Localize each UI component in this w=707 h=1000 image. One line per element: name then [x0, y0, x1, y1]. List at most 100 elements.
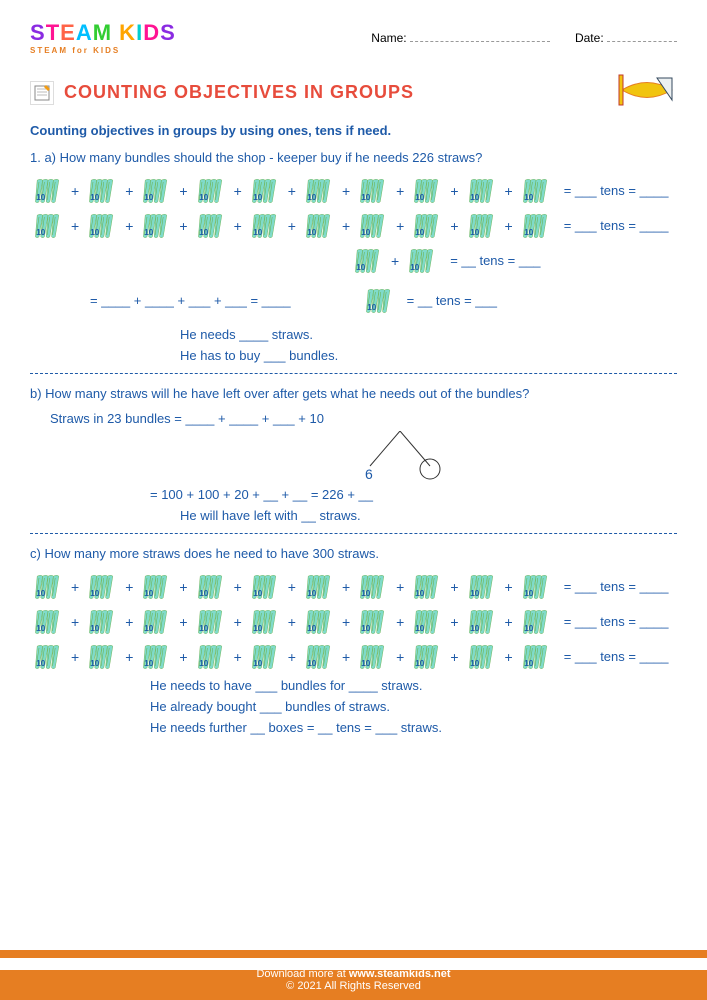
svg-text:10: 10 — [253, 193, 262, 202]
plus-sign: + — [71, 218, 79, 234]
plus-sign: + — [125, 579, 133, 595]
plus-sign: + — [450, 579, 458, 595]
straw-bundle-icon: 10 — [193, 572, 229, 602]
svg-text:10: 10 — [253, 624, 262, 633]
straw-bundle-icon: 10 — [361, 286, 397, 316]
plus-sign: + — [505, 218, 513, 234]
date-input[interactable] — [607, 41, 677, 42]
row-tail: = ___ tens = ____ — [564, 614, 669, 629]
straw-bundle-icon: 10 — [193, 176, 229, 206]
subtitle: Counting objectives in groups by using o… — [30, 123, 677, 138]
straw-bundle-icon: 10 — [464, 607, 500, 637]
footer-link[interactable]: www.steamkids.net — [349, 968, 451, 980]
svg-text:10: 10 — [36, 589, 45, 598]
plus-sign: + — [450, 218, 458, 234]
svg-text:10: 10 — [36, 228, 45, 237]
svg-text:10: 10 — [410, 263, 419, 272]
straw-bundle-icon: 10 — [355, 176, 391, 206]
svg-text:10: 10 — [416, 193, 425, 202]
svg-text:10: 10 — [470, 589, 479, 598]
plus-sign: + — [71, 649, 79, 665]
straw-bundle-icon: 10 — [518, 176, 554, 206]
straw-bundle-icon: 10 — [404, 246, 440, 276]
footer-text: Download more at — [256, 968, 348, 980]
svg-text:10: 10 — [145, 228, 154, 237]
qc-bought: He already bought ___ bundles of straws. — [150, 699, 677, 714]
svg-text:10: 10 — [145, 624, 154, 633]
straw-bundle-icon: 10 — [30, 642, 66, 672]
qa-two-tail: = __ tens = ___ — [450, 253, 540, 268]
header: STEAM KIDS STEAM for KIDS Name: Date: — [30, 20, 677, 55]
plus-sign: + — [234, 614, 242, 630]
straw-bundle-icon: 10 — [464, 572, 500, 602]
svg-text:10: 10 — [145, 589, 154, 598]
svg-text:10: 10 — [416, 589, 425, 598]
plus-sign: + — [179, 183, 187, 199]
straw-bundle-icon: 10 — [138, 211, 174, 241]
plus-sign: + — [505, 183, 513, 199]
plus-sign: + — [234, 649, 242, 665]
straw-row: 10 + 10 + 10 + 10 + — [30, 572, 677, 602]
qa-eq: = ____ + ____ + ___ + ___ = ____ — [90, 293, 291, 308]
straw-bundle-icon: 10 — [409, 176, 445, 206]
straw-bundle-icon: 10 — [409, 572, 445, 602]
plus-sign: + — [234, 579, 242, 595]
straw-bundle-icon: 10 — [84, 607, 120, 637]
svg-text:10: 10 — [199, 659, 208, 668]
straw-bundle-icon: 10 — [301, 607, 337, 637]
svg-text:10: 10 — [307, 659, 316, 668]
plus-sign: + — [505, 614, 513, 630]
question-b: b) How many straws will he have left ove… — [30, 384, 677, 404]
svg-text:10: 10 — [356, 263, 365, 272]
name-input[interactable] — [410, 41, 550, 42]
svg-text:10: 10 — [145, 193, 154, 202]
svg-text:10: 10 — [199, 193, 208, 202]
straw-bundle-icon: 10 — [247, 211, 283, 241]
straw-bundle-icon: 10 — [301, 211, 337, 241]
name-label: Name: — [371, 31, 406, 45]
qc-straw-rows: 10 + 10 + 10 + 10 + — [30, 572, 677, 672]
logo-subtitle: STEAM for KIDS — [30, 46, 176, 55]
plus-sign: + — [342, 218, 350, 234]
qa-one-straw: 10 = __ tens = ___ — [361, 286, 497, 316]
row-tail: = ___ tens = ____ — [564, 649, 669, 664]
svg-text:10: 10 — [307, 624, 316, 633]
straw-bundle-icon: 10 — [30, 211, 66, 241]
qb-line1: Straws in 23 bundles = ____ + ____ + ___… — [50, 411, 677, 426]
plus-sign: + — [396, 218, 404, 234]
svg-text:10: 10 — [524, 589, 533, 598]
svg-text:10: 10 — [470, 624, 479, 633]
plus-sign: + — [71, 614, 79, 630]
logo-text: STEAM KIDS — [30, 20, 176, 46]
straw-bundle-icon: 10 — [138, 642, 174, 672]
qb-left: He will have left with __ straws. — [180, 508, 677, 523]
straw-bundle-icon: 10 — [355, 607, 391, 637]
straw-bundle-icon: 10 — [464, 642, 500, 672]
svg-text:10: 10 — [36, 193, 45, 202]
name-date-fields: Name: Date: — [371, 31, 677, 45]
svg-text:10: 10 — [145, 659, 154, 668]
svg-text:10: 10 — [361, 589, 370, 598]
divider-1 — [30, 373, 677, 374]
qa-buys: He has to buy ___ bundles. — [180, 348, 677, 363]
straw-bundle-icon: 10 — [355, 642, 391, 672]
svg-text:10: 10 — [307, 589, 316, 598]
qa-straw-rows: 10 + 10 + 10 + 10 + — [30, 176, 677, 241]
svg-text:10: 10 — [470, 228, 479, 237]
svg-text:10: 10 — [90, 228, 99, 237]
row-tail: = ___ tens = ____ — [564, 218, 669, 233]
plus-sign: + — [342, 614, 350, 630]
plus-sign: + — [288, 218, 296, 234]
straw-bundle-icon: 10 — [518, 211, 554, 241]
footer: Download more at www.steamkids.net © 202… — [0, 950, 707, 1000]
straw-bundle-icon: 10 — [193, 211, 229, 241]
qb-eq: = 100 + 100 + 20 + __ + __ = 226 + __ — [150, 487, 677, 502]
straw-bundle-icon: 10 — [464, 211, 500, 241]
question-a: 1. a) How many bundles should the shop -… — [30, 148, 677, 168]
title-row: COUNTING OBJECTIVES IN GROUPS — [30, 70, 677, 115]
qa-needs: He needs ____ straws. — [180, 327, 677, 342]
straw-bundle-icon: 10 — [409, 607, 445, 637]
svg-text:10: 10 — [36, 624, 45, 633]
straw-bundle-icon: 10 — [301, 642, 337, 672]
straw-bundle-icon: 10 — [355, 211, 391, 241]
